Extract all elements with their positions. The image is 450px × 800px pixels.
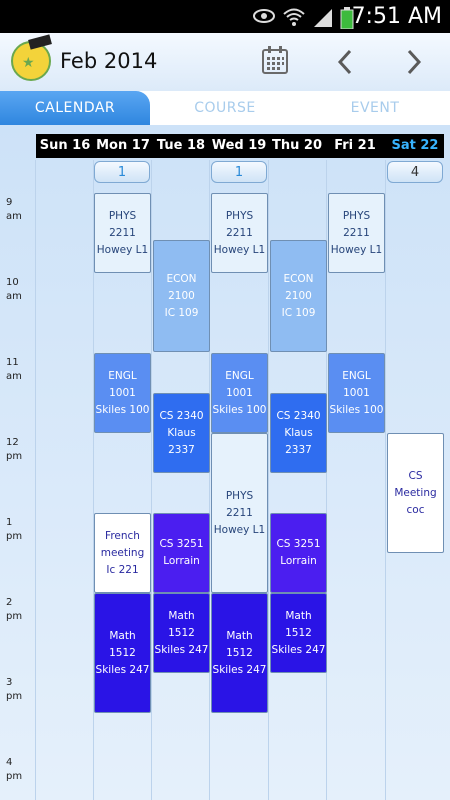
- event-block[interactable]: CS 3251 Lorrain: [153, 513, 210, 593]
- grid-line: [93, 160, 94, 800]
- grid-line: [385, 160, 386, 800]
- eye-icon: [253, 9, 275, 23]
- day-header: Sun 16 Mon 17 Tue 18 Wed 19 Thu 20 Fri 2…: [36, 134, 444, 158]
- event-count-badge[interactable]: 4: [387, 161, 443, 183]
- battery-icon: [340, 7, 354, 29]
- tab-event[interactable]: EVENT: [350, 100, 400, 116]
- event-count-badge[interactable]: 1: [94, 161, 150, 183]
- day-header-thu[interactable]: Thu 20: [272, 138, 322, 153]
- day-header-mon[interactable]: Mon 17: [96, 138, 150, 153]
- day-header-sun[interactable]: Sun 16: [39, 138, 91, 153]
- event-block[interactable]: ENGL 1001 Skiles 100: [94, 353, 151, 433]
- event-block[interactable]: PHYS 2211 Howey L1: [94, 193, 151, 273]
- event-block[interactable]: ECON 2100 IC 109: [153, 240, 210, 352]
- event-block[interactable]: ENGL 1001 Skiles 100: [328, 353, 385, 433]
- event-block[interactable]: PHYS 2211 Howey L1: [328, 193, 385, 273]
- day-header-tue[interactable]: Tue 18: [156, 138, 206, 153]
- next-week-button[interactable]: [394, 43, 434, 81]
- event-block[interactable]: French meeting Ic 221: [94, 513, 151, 593]
- hour-label: 3 pm: [6, 677, 23, 702]
- hour-label: 2 pm: [6, 597, 23, 622]
- grid-line: [268, 160, 269, 800]
- event-count-badge[interactable]: 1: [211, 161, 267, 183]
- clock: 7:51 AM: [351, 4, 442, 29]
- tab-bar: CALENDAR COURSE EVENT: [0, 91, 450, 125]
- day-header-wed[interactable]: Wed 19: [211, 138, 267, 153]
- event-block[interactable]: CS Meeting coc: [387, 433, 444, 553]
- chevron-left-icon: [337, 49, 352, 75]
- grid-line: [151, 160, 152, 800]
- signal-icon: [314, 9, 332, 27]
- event-block[interactable]: CS 2340 Klaus 2337: [270, 393, 327, 473]
- event-block[interactable]: Math 1512 Skiles 247: [211, 593, 268, 713]
- tab-course[interactable]: COURSE: [194, 100, 256, 116]
- event-block[interactable]: Math 1512 Skiles 247: [94, 593, 151, 713]
- event-block[interactable]: CS 3251 Lorrain: [270, 513, 327, 593]
- day-header-fri[interactable]: Fri 21: [334, 138, 376, 153]
- tab-calendar[interactable]: CALENDAR: [0, 91, 150, 125]
- hour-label: 12 pm: [6, 437, 23, 462]
- event-block[interactable]: ENGL 1001 Skiles 100: [211, 353, 268, 433]
- status-bar: 7:51 AM: [0, 0, 450, 33]
- prev-week-button[interactable]: [325, 43, 365, 81]
- event-block[interactable]: Math 1512 Skiles 247: [270, 593, 327, 673]
- app-bar: ★ Feb 2014: [0, 33, 450, 92]
- event-block[interactable]: PHYS 2211 Howey L1: [211, 193, 268, 273]
- wifi-icon: [283, 8, 305, 26]
- event-block[interactable]: PHYS 2211 Howey L1: [211, 433, 268, 593]
- hour-label: 1 pm: [6, 517, 23, 542]
- hour-label: 9 am: [6, 197, 22, 222]
- grid-line: [35, 160, 36, 800]
- event-block[interactable]: CS 2340 Klaus 2337: [153, 393, 210, 473]
- page-title: Feb 2014: [60, 49, 158, 73]
- hour-label: 4 pm: [6, 757, 23, 782]
- hour-label: 10 am: [6, 277, 22, 302]
- event-block[interactable]: ECON 2100 IC 109: [270, 240, 327, 352]
- grid-line: [209, 160, 210, 800]
- day-header-sat[interactable]: Sat 22: [391, 138, 439, 153]
- chevron-right-icon: [407, 49, 422, 75]
- event-block[interactable]: Math 1512 Skiles 247: [153, 593, 210, 673]
- calendar-icon[interactable]: [262, 46, 288, 74]
- app-logo-icon: ★: [11, 34, 52, 81]
- hour-label: 11 am: [6, 357, 22, 382]
- grid-line: [326, 160, 327, 800]
